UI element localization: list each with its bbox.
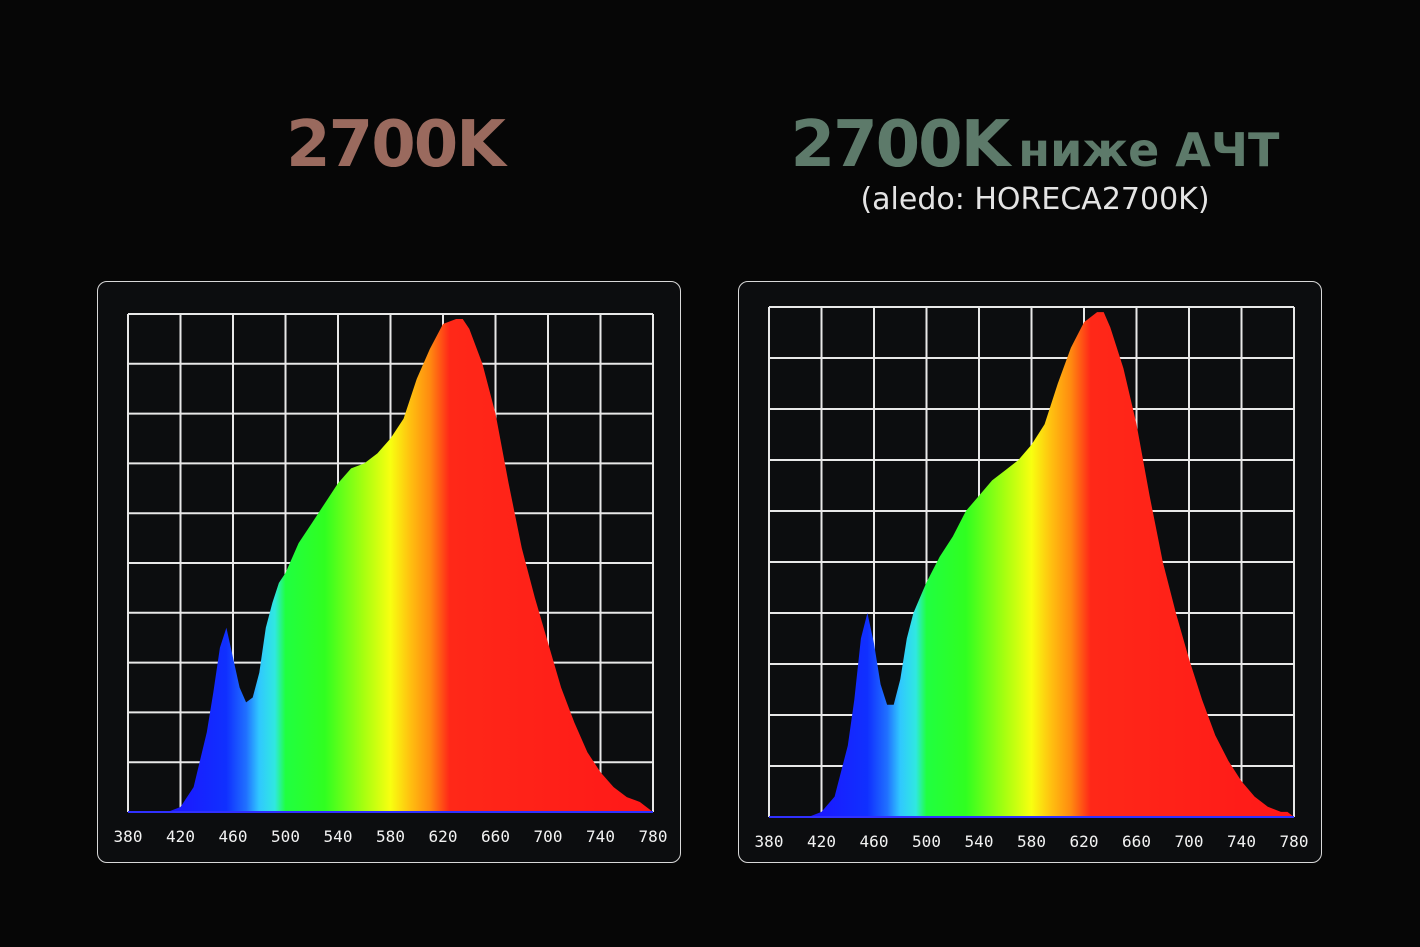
x-tick-label: 380 <box>114 827 143 846</box>
x-tick-label: 620 <box>1070 832 1099 851</box>
right-title-main: 2700K <box>790 108 1011 182</box>
x-tick-label: 580 <box>1017 832 1046 851</box>
left-title: 2700K <box>286 108 506 182</box>
x-tick-label: 500 <box>271 827 300 846</box>
spectrum-area <box>128 319 653 812</box>
x-tick-label: 740 <box>586 827 615 846</box>
spectrum-chart-left: 380 420 460 500 540 580 620 660 700 740 780 <box>114 313 668 846</box>
x-tick-label: 420 <box>166 827 195 846</box>
right-subtitle: (aledo: HORECA2700K) <box>860 182 1210 217</box>
x-tick-label: 500 <box>912 832 941 851</box>
x-tick-label: 540 <box>324 827 353 846</box>
spectrum-panel-left: 380 420 460 500 540 580 620 660 700 740 780 <box>97 281 681 863</box>
right-title: 2700K ниже АЧТ <box>740 108 1330 182</box>
x-tick-label: 780 <box>639 827 668 846</box>
x-tick-label: 420 <box>807 832 836 851</box>
spectrum-area <box>769 312 1294 817</box>
x-tick-label: 700 <box>534 827 563 846</box>
x-tick-label: 660 <box>1122 832 1151 851</box>
x-tick-label: 700 <box>1175 832 1204 851</box>
right-title-suffix: ниже АЧТ <box>1018 123 1280 177</box>
spectrum-panel-right: 380 420 460 500 540 580 620 660 700 740 780 <box>738 281 1322 863</box>
x-tick-label: 740 <box>1227 832 1256 851</box>
x-tick-label: 620 <box>429 827 458 846</box>
spectrum-chart-right: 380 420 460 500 540 580 620 660 700 740 780 <box>755 306 1309 851</box>
x-tick-label: 380 <box>755 832 784 851</box>
x-tick-label: 460 <box>219 827 248 846</box>
x-tick-label: 580 <box>376 827 405 846</box>
x-tick-label: 460 <box>860 832 889 851</box>
x-tick-label: 780 <box>1280 832 1309 851</box>
x-tick-label: 540 <box>965 832 994 851</box>
x-tick-label: 660 <box>481 827 510 846</box>
